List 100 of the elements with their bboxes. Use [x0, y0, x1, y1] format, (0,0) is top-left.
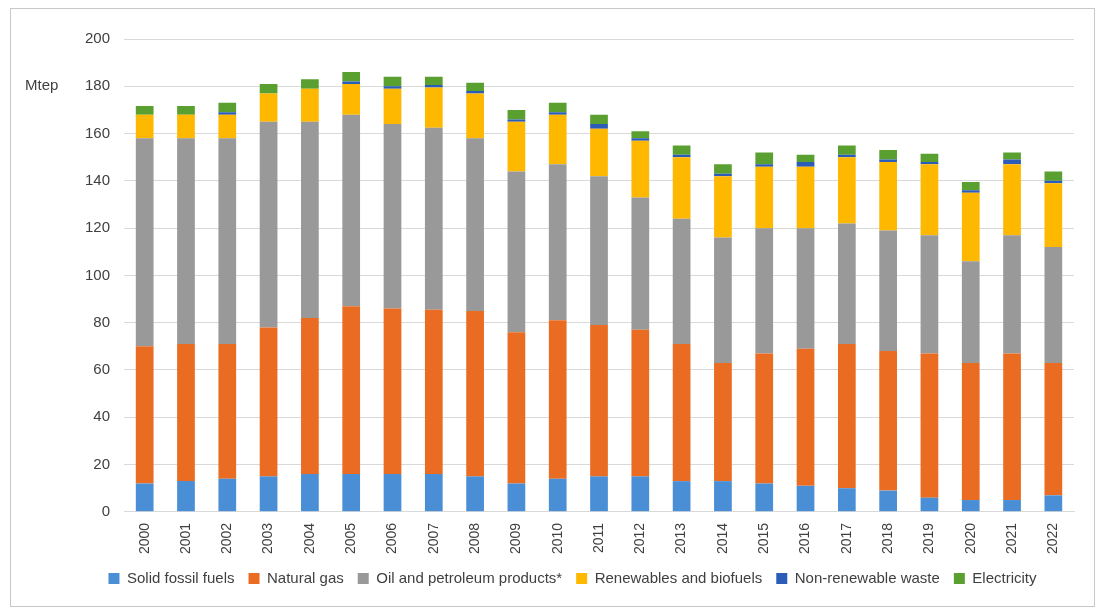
bar — [755, 164, 774, 167]
x-tick-label: 2015 — [755, 522, 772, 555]
x-tick-label: 2002 — [218, 522, 235, 555]
x-tick-label: 2022 — [1044, 522, 1061, 555]
y-tick-label: 60 — [93, 360, 111, 378]
bar — [259, 476, 278, 512]
bar — [424, 474, 443, 512]
bar — [1003, 353, 1021, 501]
x-tick-label: 2018 — [879, 522, 895, 555]
bar — [424, 87, 443, 128]
bar — [135, 105, 154, 115]
bar — [383, 86, 402, 89]
bar — [548, 112, 567, 115]
x-tick-label: 2003 — [259, 522, 276, 555]
legend-label: Natural gas — [267, 568, 344, 586]
y-tick-label: 200 — [85, 29, 111, 47]
x-tick-label: 2007 — [424, 522, 441, 555]
y-tick-label: 0 — [101, 502, 111, 519]
bar — [837, 145, 856, 155]
bar — [1044, 183, 1063, 248]
x-tick-label: 2004 — [300, 522, 317, 555]
bar — [424, 309, 443, 475]
bar — [879, 150, 897, 160]
bar — [466, 476, 484, 512]
bar — [755, 483, 774, 512]
bar — [672, 481, 691, 512]
legend-label: Renewables and biofuels — [594, 568, 763, 586]
bar — [672, 218, 691, 344]
legend-label: Oil and petroleum products* — [376, 568, 563, 586]
x-tick-label: 2006 — [383, 522, 400, 555]
bar — [631, 476, 650, 512]
bar — [755, 166, 774, 229]
bar — [837, 343, 856, 489]
bar — [135, 114, 154, 139]
bar — [1003, 500, 1021, 512]
bar — [714, 237, 732, 363]
bar — [590, 476, 608, 512]
bar — [301, 88, 319, 122]
x-tick-label: 2010 — [548, 522, 565, 555]
bar — [135, 138, 154, 347]
legend-label: Electricity — [972, 568, 1038, 586]
x-tick-label: 2021 — [1002, 522, 1019, 555]
bar — [920, 164, 939, 236]
x-tick-label: 2014 — [713, 522, 730, 555]
x-tick-label: 2009 — [507, 522, 524, 555]
bar — [218, 138, 237, 344]
bar — [879, 351, 897, 491]
bar — [218, 102, 237, 113]
bar — [961, 500, 980, 512]
bar — [177, 481, 195, 512]
bar — [796, 161, 815, 167]
bar — [135, 346, 154, 484]
bar — [590, 124, 608, 129]
x-tick-label: 2016 — [796, 522, 813, 555]
bar — [672, 157, 691, 219]
bar — [177, 114, 195, 139]
bar — [301, 121, 319, 318]
bar — [714, 176, 732, 238]
bar — [548, 102, 567, 113]
bar — [259, 83, 278, 94]
bar — [218, 114, 237, 139]
bar — [424, 127, 443, 310]
bar — [507, 109, 526, 120]
bar — [383, 308, 402, 475]
bar — [466, 93, 484, 139]
bar — [507, 119, 526, 122]
bar — [259, 93, 278, 122]
bar — [714, 362, 732, 482]
x-tick-label: 2001 — [176, 522, 193, 555]
bar — [672, 343, 691, 482]
bar — [755, 152, 774, 165]
bar — [342, 474, 361, 512]
bar — [507, 483, 526, 512]
bar — [920, 153, 939, 162]
bar — [672, 145, 691, 155]
bar — [177, 343, 195, 482]
bar — [1003, 164, 1021, 236]
bar — [466, 138, 484, 311]
bar — [631, 140, 650, 198]
y-tick-label: 80 — [93, 312, 111, 330]
bar — [259, 121, 278, 328]
x-tick-label: 2019 — [920, 522, 937, 555]
x-tick-label: 2011 — [589, 522, 606, 553]
bar — [755, 353, 774, 484]
bar — [301, 474, 319, 512]
x-tick-label: 2017 — [837, 522, 854, 555]
bar — [590, 325, 608, 477]
bar — [961, 182, 980, 191]
bar — [548, 478, 567, 512]
x-tick-label: 2013 — [672, 522, 689, 555]
y-tick-label: 120 — [85, 218, 111, 236]
bar — [383, 474, 402, 512]
bar — [342, 306, 361, 475]
bar — [920, 235, 939, 354]
bar — [548, 114, 567, 165]
y-axis-title: Mtep — [25, 76, 59, 94]
bar — [1044, 247, 1063, 363]
bar — [1003, 235, 1021, 354]
bar — [590, 128, 608, 177]
bar — [218, 478, 237, 512]
